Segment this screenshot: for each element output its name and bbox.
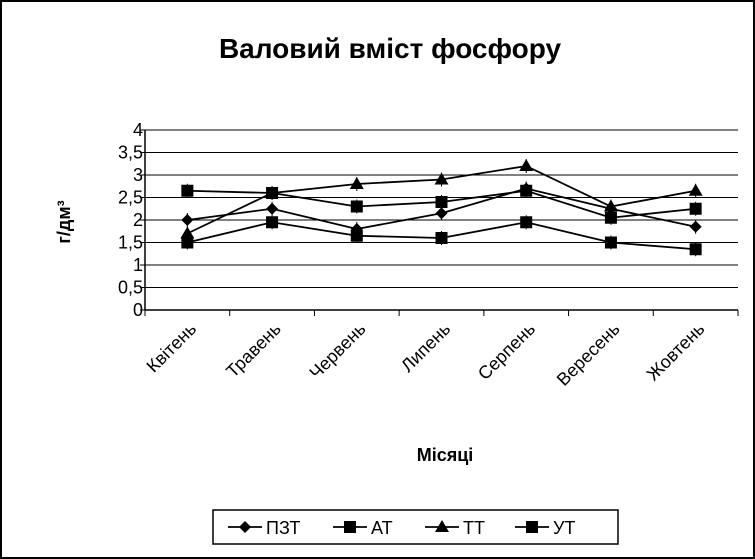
data-point xyxy=(435,207,448,220)
data-point xyxy=(181,184,194,197)
data-point xyxy=(435,196,448,208)
data-point xyxy=(350,200,363,213)
data-point xyxy=(689,220,702,233)
legend-marker xyxy=(526,521,538,533)
series-2 xyxy=(181,215,702,257)
data-point xyxy=(350,229,363,242)
data-point xyxy=(689,202,702,215)
data-point xyxy=(519,159,534,171)
y-tick-label: 4 xyxy=(133,120,143,140)
y-tick-label: 2 xyxy=(133,210,143,230)
legend-marker xyxy=(344,521,356,533)
legend-label: ТТ xyxy=(463,518,485,538)
y-tick-label: 1 xyxy=(133,255,143,275)
data-point xyxy=(520,216,533,229)
data-point xyxy=(180,226,195,239)
data-point xyxy=(520,184,533,197)
data-point xyxy=(688,183,703,196)
y-tick-label: 2,5 xyxy=(118,188,143,208)
legend-label: ПЗТ xyxy=(266,518,300,538)
y-tick-label: 3 xyxy=(133,165,143,185)
data-point xyxy=(349,177,364,189)
data-point xyxy=(604,211,617,224)
data-point xyxy=(604,236,617,249)
legend-box xyxy=(212,509,619,545)
data-point xyxy=(181,214,194,226)
data-point xyxy=(434,172,449,185)
data-point xyxy=(435,232,448,244)
chart-title: Валовий вміст фосфору xyxy=(219,33,562,64)
legend-label: УТ xyxy=(553,518,575,538)
legend-marker xyxy=(239,521,251,533)
y-tick-label: 0 xyxy=(133,300,143,320)
data-point xyxy=(689,243,702,256)
series-4 xyxy=(181,183,702,225)
legend-label: АТ xyxy=(371,518,393,538)
data-point xyxy=(266,216,279,229)
data-point xyxy=(181,236,194,249)
legend-marker xyxy=(435,520,449,532)
y-tick-label: 3,5 xyxy=(118,143,143,163)
y-tick-label: 0,5 xyxy=(118,278,143,298)
legend: ПЗТ АТ ТТ УТ xyxy=(212,509,619,545)
y-tick-label: 1,5 xyxy=(118,233,143,253)
data-point xyxy=(266,202,279,215)
data-point xyxy=(603,199,618,212)
data-point xyxy=(266,187,279,199)
y-axis-title: г/дм³ xyxy=(54,200,74,243)
x-axis-title: Місяці xyxy=(417,445,474,465)
series-layer xyxy=(180,159,703,257)
